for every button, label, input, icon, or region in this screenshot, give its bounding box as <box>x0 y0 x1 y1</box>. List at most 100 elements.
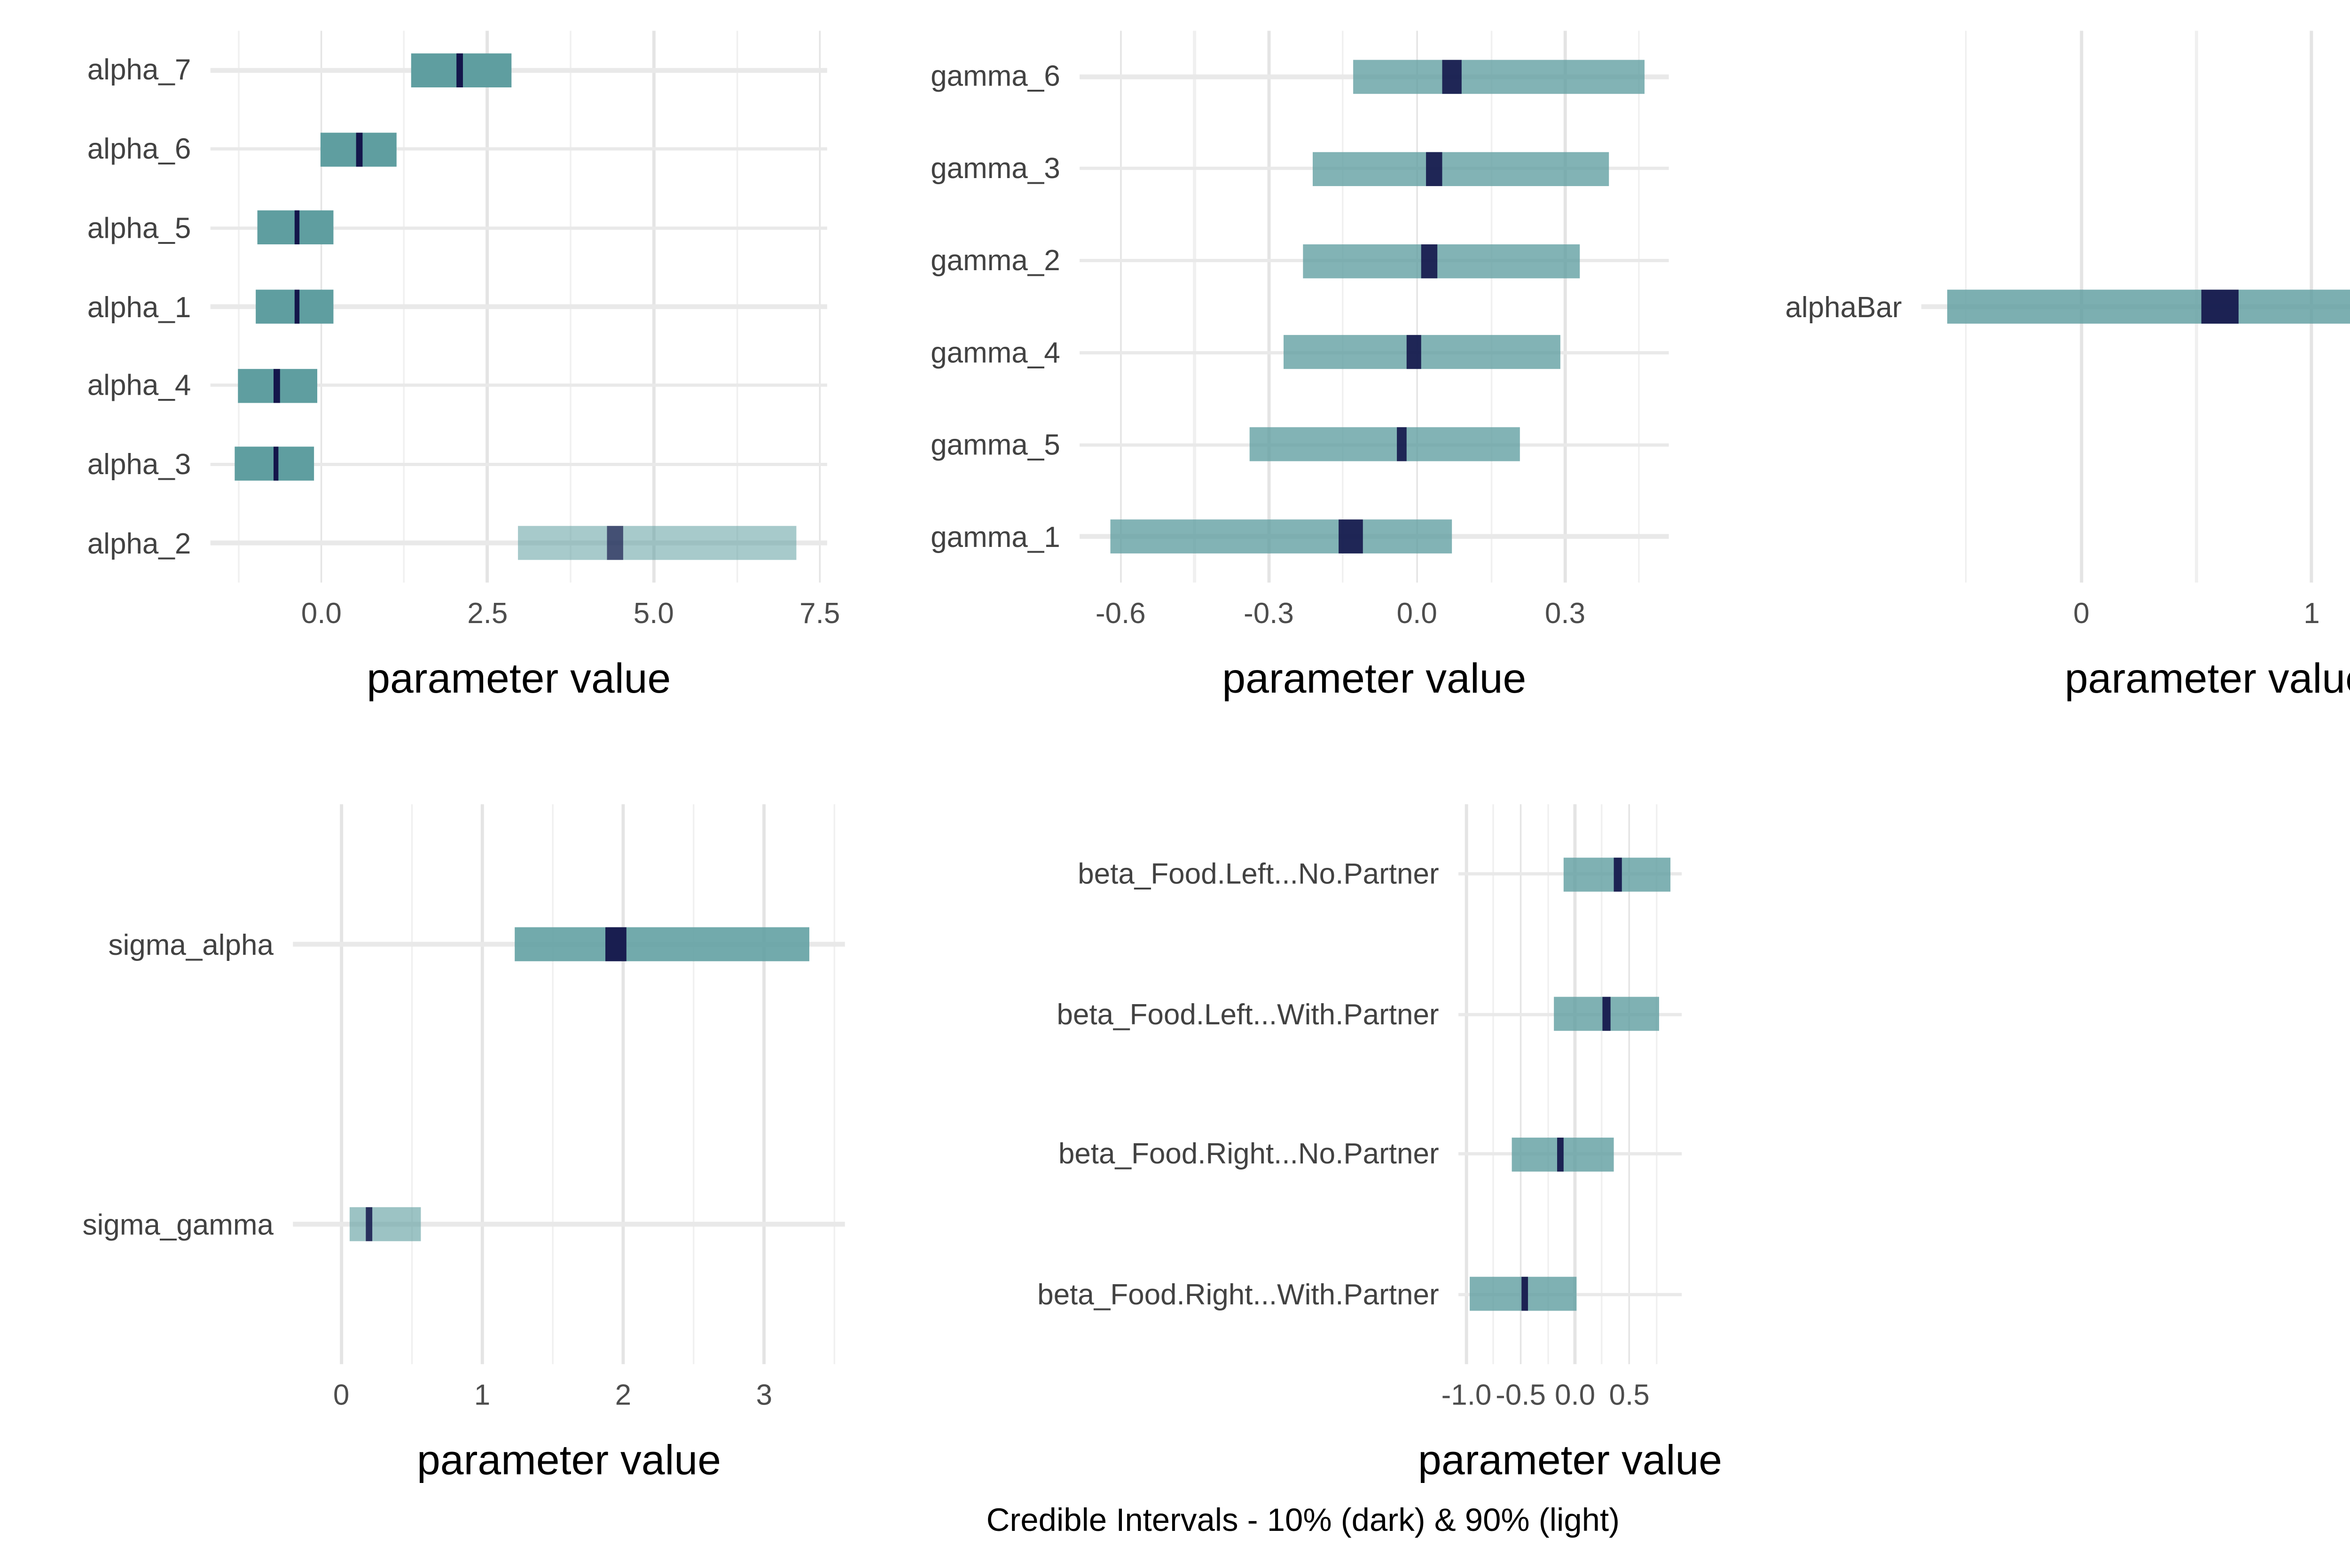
y-axis-label-alpha_6: alpha_6 <box>87 133 191 165</box>
x-tick-label: 2.5 <box>467 597 508 630</box>
gridline-major <box>1119 31 1122 583</box>
gridline-minor <box>1193 31 1196 583</box>
x-axis-title: parameter value <box>416 1435 721 1484</box>
interval-inner-alpha_5 <box>294 211 300 245</box>
x-axis-title: parameter value <box>2064 654 2350 702</box>
y-axis-label-alpha_7: alpha_7 <box>87 54 191 86</box>
interval-inner-beta_Food.Left...With.Partner <box>1602 997 1610 1031</box>
gridline-minor <box>833 804 836 1365</box>
gridline-major <box>340 804 343 1365</box>
y-axis-label-beta_Food.Left...No.Partner: beta_Food.Left...No.Partner <box>1078 858 1439 891</box>
interval-outer-alpha_2 <box>517 526 797 561</box>
y-axis-label-alpha_3: alpha_3 <box>87 448 191 481</box>
interval-outer-gamma_6 <box>1353 60 1645 94</box>
interval-inner-beta_Food.Right...With.Partner <box>1520 1277 1528 1311</box>
interval-inner-gamma_1 <box>1338 519 1363 554</box>
interval-outer-gamma_1 <box>1111 519 1452 554</box>
interval-inner-alpha_4 <box>274 368 280 403</box>
gridline-major <box>763 804 766 1365</box>
y-axis-label-gamma_6: gamma_6 <box>931 60 1060 93</box>
gridline-major <box>1574 804 1576 1365</box>
interval-inner-beta_Food.Right...No.Partner <box>1558 1137 1564 1171</box>
interval-inner-alpha_3 <box>274 447 279 482</box>
interval-inner-alpha_2 <box>607 526 624 561</box>
row-gridline <box>210 68 827 72</box>
interval-outer-gamma_4 <box>1284 335 1560 370</box>
row-gridline <box>210 304 827 309</box>
interval-inner-gamma_5 <box>1397 428 1407 462</box>
interval-inner-gamma_4 <box>1407 335 1422 370</box>
interval-inner-alpha_1 <box>294 289 299 324</box>
interval-outer-sigma_alpha <box>515 927 809 961</box>
interval-outer-sigma_gamma <box>350 1207 422 1241</box>
gridline-minor <box>1492 804 1495 1365</box>
x-tick-label: -1.0 <box>1441 1379 1492 1412</box>
interval-outer-gamma_2 <box>1303 243 1580 278</box>
x-tick-label: 5.0 <box>633 597 674 630</box>
interval-inner-alpha_7 <box>456 53 463 87</box>
x-tick-label: 0 <box>333 1379 350 1412</box>
interval-outer-gamma_5 <box>1249 428 1521 462</box>
y-axis-label-beta_Food.Right...With.Partner: beta_Food.Right...With.Partner <box>1037 1278 1439 1311</box>
y-axis-label-alpha_4: alpha_4 <box>87 369 191 402</box>
x-axis-title: parameter value <box>1418 1435 1723 1484</box>
y-axis-label-alphaBar: alphaBar <box>1785 290 1902 323</box>
x-axis-title: parameter value <box>367 654 671 702</box>
gridline-minor <box>411 804 413 1365</box>
gridline-major <box>1416 31 1418 583</box>
y-axis-label-gamma_4: gamma_4 <box>931 336 1060 369</box>
x-tick-label: 0.3 <box>1544 597 1586 630</box>
interval-outer-gamma_3 <box>1313 151 1610 186</box>
interval-inner-gamma_2 <box>1422 243 1437 278</box>
gridline-major <box>1519 804 1522 1365</box>
x-tick-label: 7.5 <box>799 597 840 630</box>
x-tick-label: 0.0 <box>1396 597 1437 630</box>
x-tick-label: -0.3 <box>1244 597 1294 630</box>
y-axis-label-gamma_1: gamma_1 <box>931 520 1060 553</box>
x-tick-label: -0.5 <box>1496 1379 1546 1412</box>
y-axis-label-alpha_2: alpha_2 <box>87 527 191 560</box>
gridline-minor <box>551 804 554 1365</box>
figure-caption: Credible Intervals - 10% (dark) & 90% (l… <box>986 1503 1620 1539</box>
gridline-major <box>1564 31 1567 583</box>
row-gridline <box>210 147 827 151</box>
gridline-major <box>622 804 625 1365</box>
y-axis-label-sigma_gamma: sigma_gamma <box>82 1208 274 1240</box>
interval-inner-gamma_3 <box>1426 151 1442 186</box>
y-axis-label-beta_Food.Right...No.Partner: beta_Food.Right...No.Partner <box>1058 1138 1439 1170</box>
gridline-major <box>481 804 484 1365</box>
interval-outer-alphaBar <box>1948 289 2350 324</box>
x-tick-label: 0.0 <box>301 597 342 630</box>
y-axis-label-gamma_2: gamma_2 <box>931 244 1060 277</box>
interval-inner-gamma_6 <box>1441 60 1462 94</box>
x-tick-label: 3 <box>756 1379 773 1412</box>
y-axis-label-gamma_3: gamma_3 <box>931 152 1060 185</box>
gridline-major <box>1465 804 1468 1365</box>
x-tick-label: 2 <box>615 1379 632 1412</box>
gridline-minor <box>1638 31 1640 583</box>
y-axis-label-beta_Food.Left...With.Partner: beta_Food.Left...With.Partner <box>1057 998 1439 1030</box>
interval-inner-beta_Food.Left...No.Partner <box>1614 857 1622 891</box>
interval-inner-alphaBar <box>2201 289 2238 324</box>
x-tick-label: 0.5 <box>1609 1379 1650 1412</box>
x-tick-label: 1 <box>2303 597 2320 630</box>
gridline-minor <box>1655 804 1658 1365</box>
gridline-minor <box>1490 31 1492 583</box>
y-axis-label-alpha_1: alpha_1 <box>87 290 191 323</box>
gridline-major <box>1628 804 1631 1365</box>
gridline-minor <box>1547 804 1549 1365</box>
interval-inner-sigma_gamma <box>365 1207 373 1241</box>
x-tick-label: 1 <box>474 1379 491 1412</box>
gridline-minor <box>692 804 695 1365</box>
gridline-minor <box>1342 31 1344 583</box>
interval-inner-sigma_alpha <box>604 927 626 961</box>
x-tick-label: -0.6 <box>1095 597 1146 630</box>
row-gridline <box>293 1222 845 1226</box>
y-axis-label-gamma_5: gamma_5 <box>931 428 1060 461</box>
